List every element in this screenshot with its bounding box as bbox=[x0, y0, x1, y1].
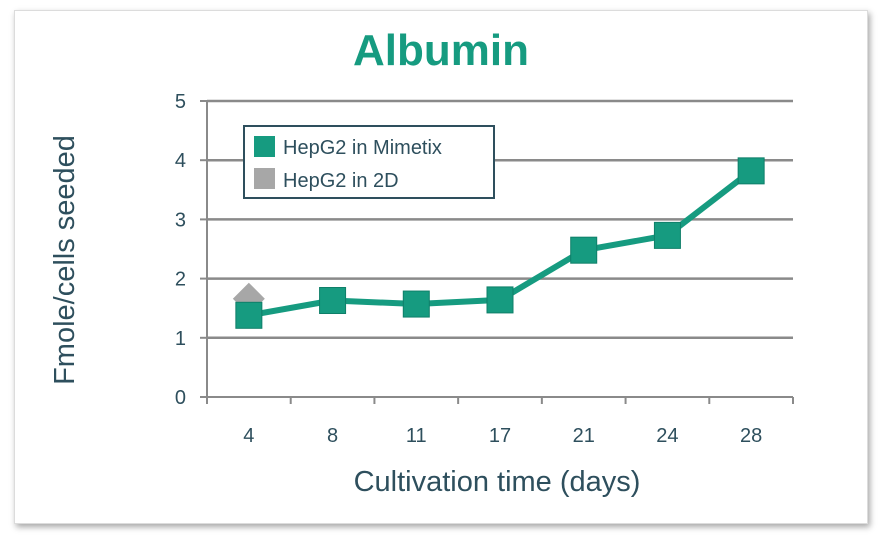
x-tick-label: 21 bbox=[573, 425, 595, 447]
y-tick-label: 4 bbox=[175, 150, 186, 172]
data-point-mimetix bbox=[235, 301, 263, 329]
data-point-mimetix bbox=[319, 287, 347, 315]
y-tick-label: 1 bbox=[175, 328, 186, 350]
legend-swatch-2d bbox=[254, 168, 275, 189]
legend: HepG2 in Mimetix HepG2 in 2D bbox=[243, 125, 495, 199]
x-tick-label: 8 bbox=[327, 425, 338, 447]
data-point-mimetix bbox=[737, 157, 765, 185]
data-point-mimetix bbox=[402, 290, 430, 318]
legend-label-2d: HepG2 in 2D bbox=[283, 170, 399, 192]
chart-title: Albumin bbox=[353, 26, 529, 75]
series-layer bbox=[232, 157, 765, 329]
x-tick-label: 4 bbox=[243, 425, 254, 447]
data-point-mimetix bbox=[570, 236, 598, 264]
x-tick-labels: 4 8 11 17 21 24 28 bbox=[243, 425, 762, 447]
x-tick-label: 17 bbox=[489, 425, 511, 447]
chart-card bbox=[14, 10, 868, 524]
y-tick-labels: 0 1 2 3 4 5 bbox=[175, 91, 186, 409]
x-tick-label: 24 bbox=[656, 425, 678, 447]
x-tick-label: 28 bbox=[740, 425, 762, 447]
x-tick-label: 11 bbox=[406, 425, 427, 447]
y-tick-label: 3 bbox=[175, 209, 186, 231]
legend-swatch-mimetix bbox=[254, 136, 275, 157]
data-point-mimetix bbox=[486, 286, 514, 314]
x-axis-label: Cultivation time (days) bbox=[354, 466, 641, 498]
legend-box bbox=[243, 125, 495, 199]
legend-label-mimetix: HepG2 in Mimetix bbox=[283, 137, 442, 159]
data-point-mimetix bbox=[653, 221, 681, 249]
y-tick-label: 2 bbox=[175, 269, 186, 291]
y-axis-label: Fmole/cells seeded bbox=[49, 135, 81, 385]
y-tick-label: 0 bbox=[175, 387, 186, 409]
y-tick-label: 5 bbox=[175, 91, 186, 113]
